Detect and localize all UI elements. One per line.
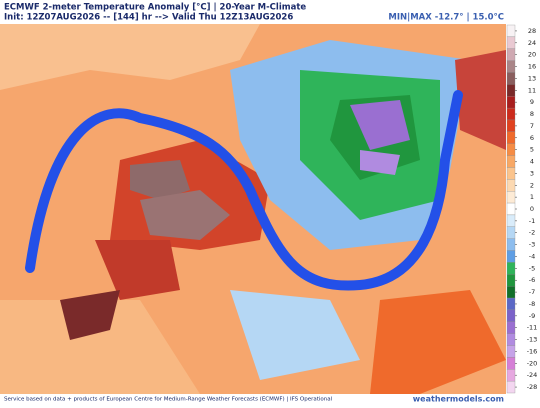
footer-bg: [0, 394, 540, 404]
colorbar-swatch: [506, 179, 516, 192]
colorbar-swatch: [506, 48, 516, 61]
colorbar-label: 11: [528, 86, 536, 94]
colorbar-label: -20: [527, 359, 538, 367]
north-africa-cool: [230, 290, 360, 380]
colorbar-label: 0: [530, 205, 534, 213]
colorbar-swatch: [506, 214, 516, 227]
colorbar-swatch: [506, 357, 516, 370]
colorbar-label: 5: [530, 146, 534, 154]
colorbar-swatch: [506, 238, 516, 251]
colorbar-swatch: [506, 131, 516, 144]
init-line: Init: 12Z07AUG2026 -- [144] hr --> Valid…: [4, 13, 293, 23]
colorbar-label: 7: [530, 122, 534, 130]
colorbar-swatch: [506, 24, 516, 38]
colorbar-label: -11: [527, 324, 538, 332]
atlantic-south: [0, 300, 200, 394]
colorbar-label: -3: [529, 241, 535, 249]
morocco: [60, 290, 120, 340]
colorbar-label: -16: [527, 347, 538, 355]
title: ECMWF 2-meter Temperature Anomaly [°C] |…: [4, 3, 306, 13]
colorbar-label: 1: [530, 193, 534, 201]
colorbar-swatch: [506, 286, 516, 299]
colorbar-label: 13: [528, 74, 536, 82]
colorbar-swatch: [506, 167, 516, 180]
colorbar-label: 20: [528, 51, 536, 59]
colorbar-swatch: [506, 226, 516, 239]
colorbar-label: -9: [529, 312, 535, 320]
colorbar-swatch: [506, 274, 516, 287]
colorbar-swatch: [506, 191, 516, 204]
colorbar-swatch: [506, 143, 516, 156]
colorbar-label: 9: [530, 98, 534, 106]
colorbar-swatch: [506, 96, 516, 109]
footer: Service based on data + products of Euro…: [4, 397, 333, 403]
colorbar-swatch: [506, 297, 516, 311]
colorbar-swatch: [506, 202, 516, 216]
colorbar-label: -6: [529, 276, 535, 284]
map: [0, 24, 506, 394]
colorbar-label: 24: [528, 39, 536, 47]
colorbar-swatch: [506, 345, 516, 358]
france-hot: [140, 190, 230, 240]
colorbar-label: 2: [530, 181, 534, 189]
colorbar-swatch: [506, 36, 516, 49]
colorbar-label: -2: [529, 229, 535, 237]
iberia: [95, 240, 180, 300]
colorbar-label: -28: [527, 383, 538, 391]
colorbar-swatch: [506, 333, 516, 346]
colorbar-label: -1: [529, 217, 535, 225]
colorbar-label: 8: [530, 110, 534, 118]
colorbar-swatch: [506, 155, 516, 168]
min-max: MIN|MAX -12.7° | 15.0°C: [388, 13, 504, 23]
colorbar-swatch: [506, 72, 516, 85]
colorbar-label: -24: [527, 371, 538, 379]
colorbar-label: 16: [528, 63, 536, 71]
colorbar-label: -5: [529, 264, 535, 272]
siberia-warm: [455, 50, 506, 150]
colorbar-swatch: [506, 119, 516, 132]
russia-purple: [350, 100, 410, 150]
colorbar-swatch: [506, 84, 516, 97]
colorbar-label: -4: [529, 252, 535, 260]
colorbar-label: 6: [530, 134, 534, 142]
colorbar-swatch: [506, 262, 516, 275]
colorbar: 28 24 20 16 13 11 9 8 7 6 5 4 3 2 1 0 -1 -2 -3 -4 -5 -6 -7 -8 -9…: [506, 24, 538, 394]
colorbar-label: -7: [529, 288, 535, 296]
colorbar-swatch: [506, 321, 516, 334]
colorbar-label: 4: [530, 158, 534, 166]
colorbar-swatch: [506, 380, 516, 394]
uk-hot: [130, 160, 190, 200]
colorbar-swatch: [506, 107, 516, 121]
colorbar-swatch: [506, 60, 516, 73]
colorbar-swatch: [506, 369, 516, 382]
colorbar-label: -13: [527, 336, 538, 344]
colorbar-label: 3: [530, 169, 534, 177]
colorbar-label: -8: [529, 300, 535, 308]
middle-east: [370, 290, 506, 394]
jet-stream: [25, 90, 463, 291]
north-atlantic: [0, 24, 260, 90]
russia-lavender: [360, 150, 400, 175]
watermark: weathermodels.com: [413, 395, 504, 404]
colorbar-swatch: [506, 250, 516, 263]
colorbar-label: 28: [528, 27, 536, 35]
colorbar-swatch: [506, 309, 516, 322]
